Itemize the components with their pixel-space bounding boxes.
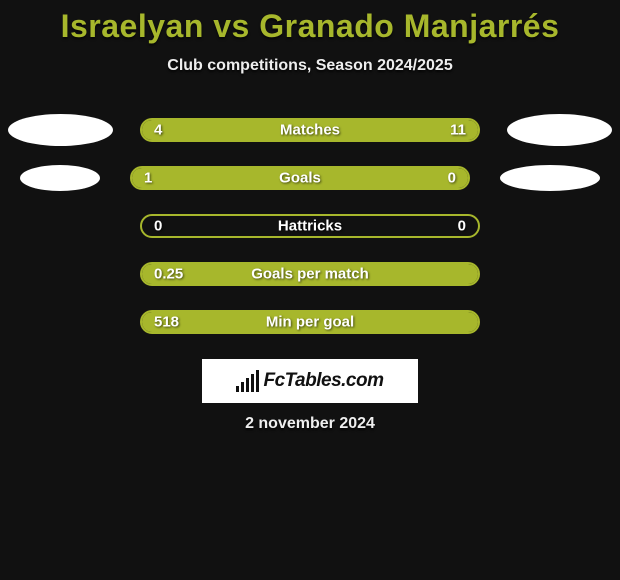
chart-container: Israelyan vs Granado Manjarrés Club comp… (0, 0, 620, 433)
stat-label: Hattricks (278, 218, 342, 235)
player-avatar-left (8, 114, 113, 146)
bar-fill-right (401, 168, 468, 188)
stat-label: Matches (280, 122, 340, 139)
player-avatar-right (500, 165, 600, 191)
stat-row: 0.25 Goals per match (0, 263, 620, 285)
page-subtitle: Club competitions, Season 2024/2025 (0, 57, 620, 75)
logo: FcTables.com (236, 370, 383, 392)
logo-text: FcTables.com (263, 370, 383, 392)
stat-bar: 0.25 Goals per match (140, 262, 480, 286)
bar-fill-right (232, 120, 478, 140)
value-left: 0.25 (154, 266, 183, 283)
stat-row: 0 Hattricks 0 (0, 215, 620, 237)
stats-rows: 4Matches111Goals00Hattricks00.25Goals pe… (0, 119, 620, 333)
logo-box: FcTables.com (202, 359, 418, 403)
value-right: 0 (448, 170, 456, 187)
player-avatar-right (507, 114, 612, 146)
value-left: 4 (154, 122, 162, 139)
page-title: Israelyan vs Granado Manjarrés (0, 8, 620, 45)
value-left: 0 (154, 218, 162, 235)
bar-fill-left (132, 168, 401, 188)
date-label: 2 november 2024 (0, 415, 620, 433)
stat-row: 518 Min per goal (0, 311, 620, 333)
stat-bar: 1 Goals 0 (130, 166, 470, 190)
stat-bar: 0 Hattricks 0 (140, 214, 480, 238)
chart-icon (236, 370, 259, 392)
stat-label: Goals per match (251, 266, 369, 283)
value-left: 518 (154, 314, 179, 331)
stat-label: Min per goal (266, 314, 354, 331)
stat-label: Goals (279, 170, 321, 187)
value-left: 1 (144, 170, 152, 187)
stat-row: 1 Goals 0 (0, 167, 620, 189)
player-avatar-left (20, 165, 100, 191)
stat-bar: 4 Matches 11 (140, 118, 480, 142)
value-right: 0 (458, 218, 466, 235)
value-right: 11 (450, 122, 466, 139)
stat-bar: 518 Min per goal (140, 310, 480, 334)
stat-row: 4 Matches 11 (0, 119, 620, 141)
